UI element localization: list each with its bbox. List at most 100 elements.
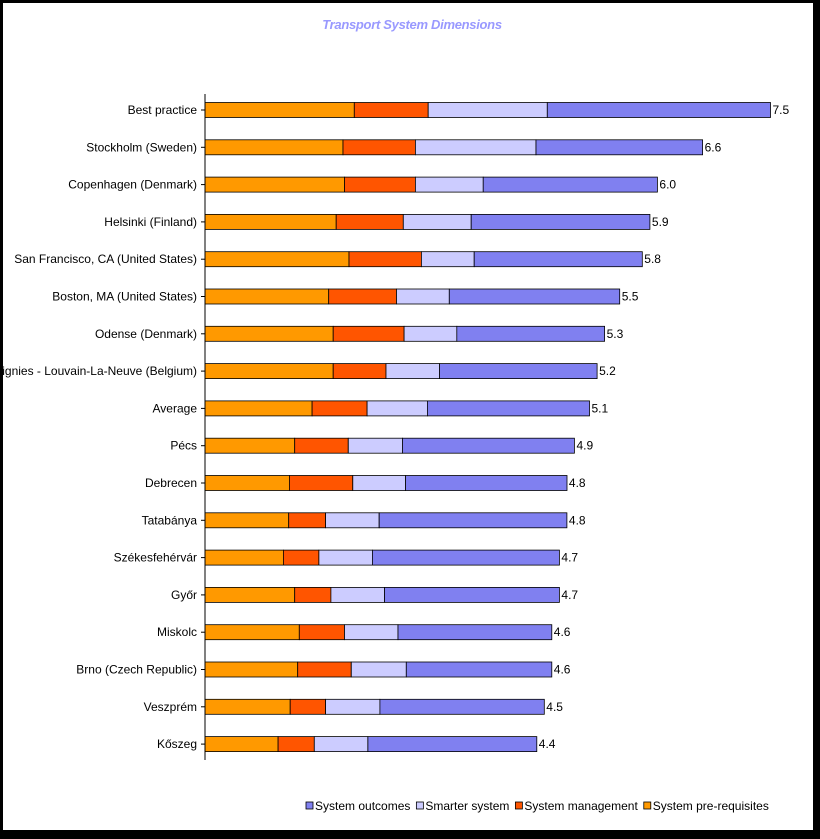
- category-label: San Francisco, CA (United States): [14, 252, 197, 266]
- bar-system-outcomes-best-practice: [546, 102, 771, 118]
- bar-system-pre-requisites-boston-ma-united-states: [204, 288, 330, 305]
- bar-system-outcomes-veszpr-m: [379, 698, 545, 715]
- bar-smarter-system-san-francisco-ca-united-states: [420, 251, 475, 268]
- bar-system-pre-requisites-sz-kesfeh-rv-r: [204, 549, 284, 566]
- bar-system-management-best-practice: [353, 102, 429, 118]
- category-label: Copenhagen (Denmark): [68, 178, 197, 192]
- legend-label-system-management: System management: [524, 799, 638, 813]
- total-value-label: 4.4: [539, 737, 556, 751]
- total-value-label: 4.9: [577, 439, 594, 453]
- bar-system-outcomes-gy-r: [384, 587, 560, 603]
- total-value-label: 5.5: [622, 290, 639, 304]
- total-value-label: 7.5: [773, 103, 790, 117]
- legend-swatch-system-pre-requisites: [643, 801, 652, 810]
- bar-system-management-boston-ma-united-states: [328, 288, 398, 305]
- bar-smarter-system-miskolc: [344, 624, 399, 641]
- bar-system-outcomes-k-szeg: [367, 736, 538, 752]
- bar-system-pre-requisites-stockholm-sweden: [204, 139, 344, 156]
- category-label: Győr: [171, 588, 197, 602]
- bar-smarter-system-boston-ma-united-states: [396, 288, 450, 305]
- bar-system-pre-requisites-brno-czech-republic: [204, 661, 299, 678]
- category-label: Székesfehérvár: [114, 551, 197, 565]
- bar-system-pre-requisites-best-practice: [204, 102, 355, 118]
- bar-system-outcomes-copenhagen-denmark: [482, 176, 658, 193]
- legend-label-smarter-system: Smarter system: [425, 799, 509, 813]
- bar-system-management-debrecen: [288, 475, 354, 491]
- bar-system-management-p-cs: [294, 437, 349, 454]
- bar-smarter-system-sz-kesfeh-rv-r: [318, 549, 373, 566]
- bar-system-pre-requisites-veszpr-m: [204, 698, 291, 715]
- total-value-label: 6.0: [659, 178, 676, 192]
- bar-system-outcomes-boston-ma-united-states: [448, 288, 621, 305]
- bar-system-pre-requisites-debrecen: [204, 475, 290, 491]
- bar-system-outcomes-san-francisco-ca-united-states: [473, 251, 643, 268]
- y-axis-layer: [201, 94, 206, 760]
- total-value-label: 5.2: [599, 364, 616, 378]
- category-label: Best practice: [128, 103, 198, 117]
- bar-system-pre-requisites-miskolc: [204, 624, 300, 641]
- bar-system-outcomes-ottignies-louvain-la-neuve-belgium: [439, 363, 598, 380]
- bar-system-management-veszpr-m: [289, 698, 327, 715]
- bar-system-outcomes-stockholm-sweden: [535, 139, 704, 156]
- total-value-label: 4.6: [554, 625, 571, 639]
- total-value-label: 4.8: [569, 476, 586, 490]
- bar-smarter-system-k-szeg: [313, 736, 369, 752]
- bar-system-management-gy-r: [294, 587, 332, 603]
- bar-smarter-system-odense-denmark: [403, 325, 458, 342]
- bar-system-pre-requisites-average: [204, 400, 313, 417]
- bar-smarter-system-ottignies-louvain-la-neuve-belgium: [385, 363, 440, 380]
- bar-smarter-system-debrecen: [352, 475, 406, 491]
- bar-system-management-san-francisco-ca-united-states: [348, 251, 422, 268]
- bar-system-pre-requisites-gy-r: [204, 587, 296, 603]
- bar-system-pre-requisites-helsinki-finland: [204, 213, 337, 230]
- bar-system-management-sz-kesfeh-rv-r: [282, 549, 320, 566]
- bar-system-pre-requisites-tatab-nya: [204, 512, 290, 529]
- legend-label-system-pre-requisites: System pre-requisites: [653, 799, 769, 813]
- category-label: Veszprém: [144, 700, 197, 714]
- bar-smarter-system-p-cs: [347, 437, 403, 454]
- category-label: Average: [153, 401, 198, 415]
- category-label: Kőszeg: [157, 737, 197, 751]
- bar-smarter-system-veszpr-m: [325, 698, 381, 715]
- total-value-label: 4.5: [546, 700, 563, 714]
- bar-system-management-brno-czech-republic: [297, 661, 352, 678]
- bars-layer: [204, 102, 771, 752]
- legend-swatch-smarter-system: [415, 801, 424, 810]
- bar-system-outcomes-sz-kesfeh-rv-r: [371, 549, 560, 566]
- bar-system-outcomes-debrecen: [405, 475, 568, 491]
- category-label: Helsinki (Finland): [104, 215, 197, 229]
- bar-system-pre-requisites-copenhagen-denmark: [204, 176, 345, 193]
- bar-chart: Best practice Stockholm (Sweden) Copenhage…: [0, 94, 790, 813]
- bar-system-management-tatab-nya: [288, 512, 327, 529]
- total-value-label: 4.6: [554, 663, 571, 677]
- bar-system-pre-requisites-p-cs: [204, 437, 296, 454]
- total-value-label: 4.8: [569, 513, 586, 527]
- category-label: Ottignies - Louvain-La-Neuve (Belgium): [3, 364, 197, 378]
- bar-system-management-odense-denmark: [332, 325, 405, 342]
- category-label: Brno (Czech Republic): [76, 663, 197, 677]
- bar-system-outcomes-miskolc: [397, 624, 553, 641]
- bar-smarter-system-brno-czech-republic: [350, 661, 407, 678]
- total-value-label: 4.7: [561, 588, 578, 602]
- category-labels-layer: Best practice Stockholm (Sweden) Copenhage…: [0, 103, 198, 751]
- total-value-label: 5.8: [644, 252, 661, 266]
- category-label: Pécs: [170, 439, 197, 453]
- bar-system-management-helsinki-finland: [335, 213, 404, 230]
- category-label: Tatabánya: [142, 513, 198, 527]
- total-value-label: 5.1: [592, 401, 609, 415]
- bar-system-management-miskolc: [298, 624, 345, 641]
- bar-system-management-copenhagen-denmark: [344, 176, 416, 193]
- bar-system-pre-requisites-ottignies-louvain-la-neuve-belgium: [204, 363, 334, 380]
- bar-system-pre-requisites-k-szeg: [204, 736, 279, 752]
- bar-smarter-system-stockholm-sweden: [414, 139, 537, 156]
- total-value-label: 6.6: [705, 140, 722, 154]
- bar-system-management-k-szeg: [277, 736, 315, 752]
- bar-smarter-system-tatab-nya: [325, 512, 380, 529]
- legend: System outcomes Smarter system System mana…: [305, 799, 769, 813]
- bar-system-pre-requisites-san-francisco-ca-united-states: [204, 251, 350, 268]
- bar-system-outcomes-brno-czech-republic: [405, 661, 553, 678]
- legend-swatch-system-outcomes: [305, 801, 314, 810]
- bar-system-management-average: [311, 400, 368, 417]
- bar-system-outcomes-odense-denmark: [456, 325, 605, 342]
